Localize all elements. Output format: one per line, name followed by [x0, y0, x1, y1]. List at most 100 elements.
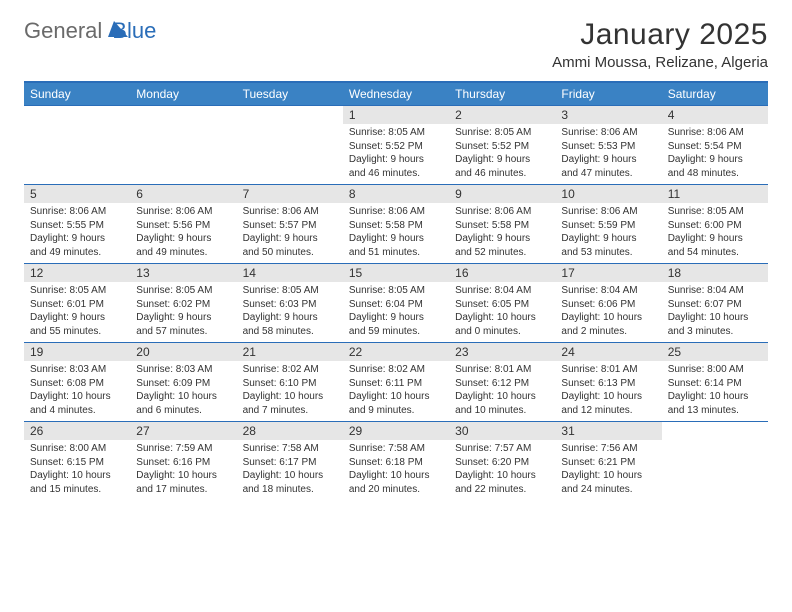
day-body: Sunrise: 8:00 AMSunset: 6:14 PMDaylight:… — [662, 361, 768, 419]
weekday-cell: Thursday — [449, 83, 555, 105]
sunrise-text: Sunrise: 8:05 AM — [455, 126, 549, 140]
day-number: 5 — [24, 185, 130, 203]
sunrise-text: Sunrise: 7:58 AM — [349, 442, 443, 456]
sunrise-text: Sunrise: 8:05 AM — [349, 284, 443, 298]
sunrise-text: Sunrise: 8:06 AM — [455, 205, 549, 219]
day-number: 9 — [449, 185, 555, 203]
day-cell: 15Sunrise: 8:05 AMSunset: 6:04 PMDayligh… — [343, 264, 449, 342]
day-cell: 27Sunrise: 7:59 AMSunset: 6:16 PMDayligh… — [130, 422, 236, 500]
daylight-text: Daylight: 10 hours and 4 minutes. — [30, 390, 124, 417]
day-cell: 3Sunrise: 8:06 AMSunset: 5:53 PMDaylight… — [555, 106, 661, 184]
daylight-text: Daylight: 9 hours and 58 minutes. — [243, 311, 337, 338]
sunset-text: Sunset: 6:16 PM — [136, 456, 230, 470]
day-body: Sunrise: 7:56 AMSunset: 6:21 PMDaylight:… — [555, 440, 661, 498]
sunset-text: Sunset: 6:13 PM — [561, 377, 655, 391]
day-number: 21 — [237, 343, 343, 361]
weekday-cell: Monday — [130, 83, 236, 105]
daylight-text: Daylight: 10 hours and 20 minutes. — [349, 469, 443, 496]
day-cell: 13Sunrise: 8:05 AMSunset: 6:02 PMDayligh… — [130, 264, 236, 342]
day-body — [130, 110, 236, 114]
sunset-text: Sunset: 6:01 PM — [30, 298, 124, 312]
day-cell: 10Sunrise: 8:06 AMSunset: 5:59 PMDayligh… — [555, 185, 661, 263]
day-cell: 23Sunrise: 8:01 AMSunset: 6:12 PMDayligh… — [449, 343, 555, 421]
header: General Blue January 2025 Ammi Moussa, R… — [24, 18, 768, 71]
day-body: Sunrise: 7:58 AMSunset: 6:18 PMDaylight:… — [343, 440, 449, 498]
day-body: Sunrise: 8:06 AMSunset: 5:59 PMDaylight:… — [555, 203, 661, 261]
day-cell: 26Sunrise: 8:00 AMSunset: 6:15 PMDayligh… — [24, 422, 130, 500]
title-block: January 2025 Ammi Moussa, Relizane, Alge… — [552, 18, 768, 71]
day-number: 20 — [130, 343, 236, 361]
daylight-text: Daylight: 9 hours and 55 minutes. — [30, 311, 124, 338]
day-cell: 9Sunrise: 8:06 AMSunset: 5:58 PMDaylight… — [449, 185, 555, 263]
sunrise-text: Sunrise: 8:01 AM — [455, 363, 549, 377]
daylight-text: Daylight: 9 hours and 57 minutes. — [136, 311, 230, 338]
sunrise-text: Sunrise: 8:00 AM — [668, 363, 762, 377]
day-body: Sunrise: 8:04 AMSunset: 6:07 PMDaylight:… — [662, 282, 768, 340]
logo: General Blue — [24, 18, 156, 44]
sunset-text: Sunset: 6:07 PM — [668, 298, 762, 312]
day-number: 10 — [555, 185, 661, 203]
day-body: Sunrise: 8:05 AMSunset: 5:52 PMDaylight:… — [449, 124, 555, 182]
day-number: 24 — [555, 343, 661, 361]
day-cell: 4Sunrise: 8:06 AMSunset: 5:54 PMDaylight… — [662, 106, 768, 184]
sunrise-text: Sunrise: 8:06 AM — [349, 205, 443, 219]
daylight-text: Daylight: 9 hours and 59 minutes. — [349, 311, 443, 338]
day-cell: 14Sunrise: 8:05 AMSunset: 6:03 PMDayligh… — [237, 264, 343, 342]
day-cell: 20Sunrise: 8:03 AMSunset: 6:09 PMDayligh… — [130, 343, 236, 421]
day-body: Sunrise: 8:03 AMSunset: 6:08 PMDaylight:… — [24, 361, 130, 419]
day-number: 7 — [237, 185, 343, 203]
day-number: 12 — [24, 264, 130, 282]
day-body: Sunrise: 8:05 AMSunset: 6:01 PMDaylight:… — [24, 282, 130, 340]
day-body: Sunrise: 8:05 AMSunset: 6:02 PMDaylight:… — [130, 282, 236, 340]
daylight-text: Daylight: 10 hours and 22 minutes. — [455, 469, 549, 496]
day-number: 26 — [24, 422, 130, 440]
daylight-text: Daylight: 9 hours and 46 minutes. — [455, 153, 549, 180]
day-cell: 22Sunrise: 8:02 AMSunset: 6:11 PMDayligh… — [343, 343, 449, 421]
sunset-text: Sunset: 6:05 PM — [455, 298, 549, 312]
day-body — [662, 426, 768, 430]
day-number: 6 — [130, 185, 236, 203]
day-number: 22 — [343, 343, 449, 361]
daylight-text: Daylight: 9 hours and 49 minutes. — [30, 232, 124, 259]
day-number: 31 — [555, 422, 661, 440]
sunrise-text: Sunrise: 8:06 AM — [243, 205, 337, 219]
day-cell — [237, 106, 343, 184]
sunrise-text: Sunrise: 8:06 AM — [30, 205, 124, 219]
day-cell: 2Sunrise: 8:05 AMSunset: 5:52 PMDaylight… — [449, 106, 555, 184]
daylight-text: Daylight: 10 hours and 3 minutes. — [668, 311, 762, 338]
daylight-text: Daylight: 9 hours and 49 minutes. — [136, 232, 230, 259]
sunrise-text: Sunrise: 8:06 AM — [561, 205, 655, 219]
daylight-text: Daylight: 9 hours and 46 minutes. — [349, 153, 443, 180]
day-body: Sunrise: 8:05 AMSunset: 5:52 PMDaylight:… — [343, 124, 449, 182]
day-cell: 11Sunrise: 8:05 AMSunset: 6:00 PMDayligh… — [662, 185, 768, 263]
daylight-text: Daylight: 9 hours and 50 minutes. — [243, 232, 337, 259]
day-body: Sunrise: 8:04 AMSunset: 6:06 PMDaylight:… — [555, 282, 661, 340]
sunrise-text: Sunrise: 8:01 AM — [561, 363, 655, 377]
day-body: Sunrise: 8:06 AMSunset: 5:57 PMDaylight:… — [237, 203, 343, 261]
day-number: 28 — [237, 422, 343, 440]
weekday-cell: Tuesday — [237, 83, 343, 105]
weekday-cell: Wednesday — [343, 83, 449, 105]
day-number: 4 — [662, 106, 768, 124]
day-number: 27 — [130, 422, 236, 440]
day-cell: 5Sunrise: 8:06 AMSunset: 5:55 PMDaylight… — [24, 185, 130, 263]
sunset-text: Sunset: 6:18 PM — [349, 456, 443, 470]
sunrise-text: Sunrise: 8:04 AM — [455, 284, 549, 298]
day-cell: 17Sunrise: 8:04 AMSunset: 6:06 PMDayligh… — [555, 264, 661, 342]
day-body: Sunrise: 8:06 AMSunset: 5:58 PMDaylight:… — [449, 203, 555, 261]
sunrise-text: Sunrise: 8:06 AM — [668, 126, 762, 140]
daylight-text: Daylight: 10 hours and 10 minutes. — [455, 390, 549, 417]
sunrise-text: Sunrise: 8:05 AM — [136, 284, 230, 298]
week-row: 1Sunrise: 8:05 AMSunset: 5:52 PMDaylight… — [24, 105, 768, 184]
daylight-text: Daylight: 10 hours and 17 minutes. — [136, 469, 230, 496]
sunset-text: Sunset: 6:12 PM — [455, 377, 549, 391]
day-cell: 7Sunrise: 8:06 AMSunset: 5:57 PMDaylight… — [237, 185, 343, 263]
sunrise-text: Sunrise: 8:04 AM — [668, 284, 762, 298]
logo-text-general: General — [24, 18, 102, 44]
daylight-text: Daylight: 9 hours and 52 minutes. — [455, 232, 549, 259]
sunset-text: Sunset: 5:57 PM — [243, 219, 337, 233]
weekday-row: Sunday Monday Tuesday Wednesday Thursday… — [24, 83, 768, 105]
sunrise-text: Sunrise: 8:05 AM — [349, 126, 443, 140]
day-body: Sunrise: 8:00 AMSunset: 6:15 PMDaylight:… — [24, 440, 130, 498]
sunrise-text: Sunrise: 8:05 AM — [668, 205, 762, 219]
